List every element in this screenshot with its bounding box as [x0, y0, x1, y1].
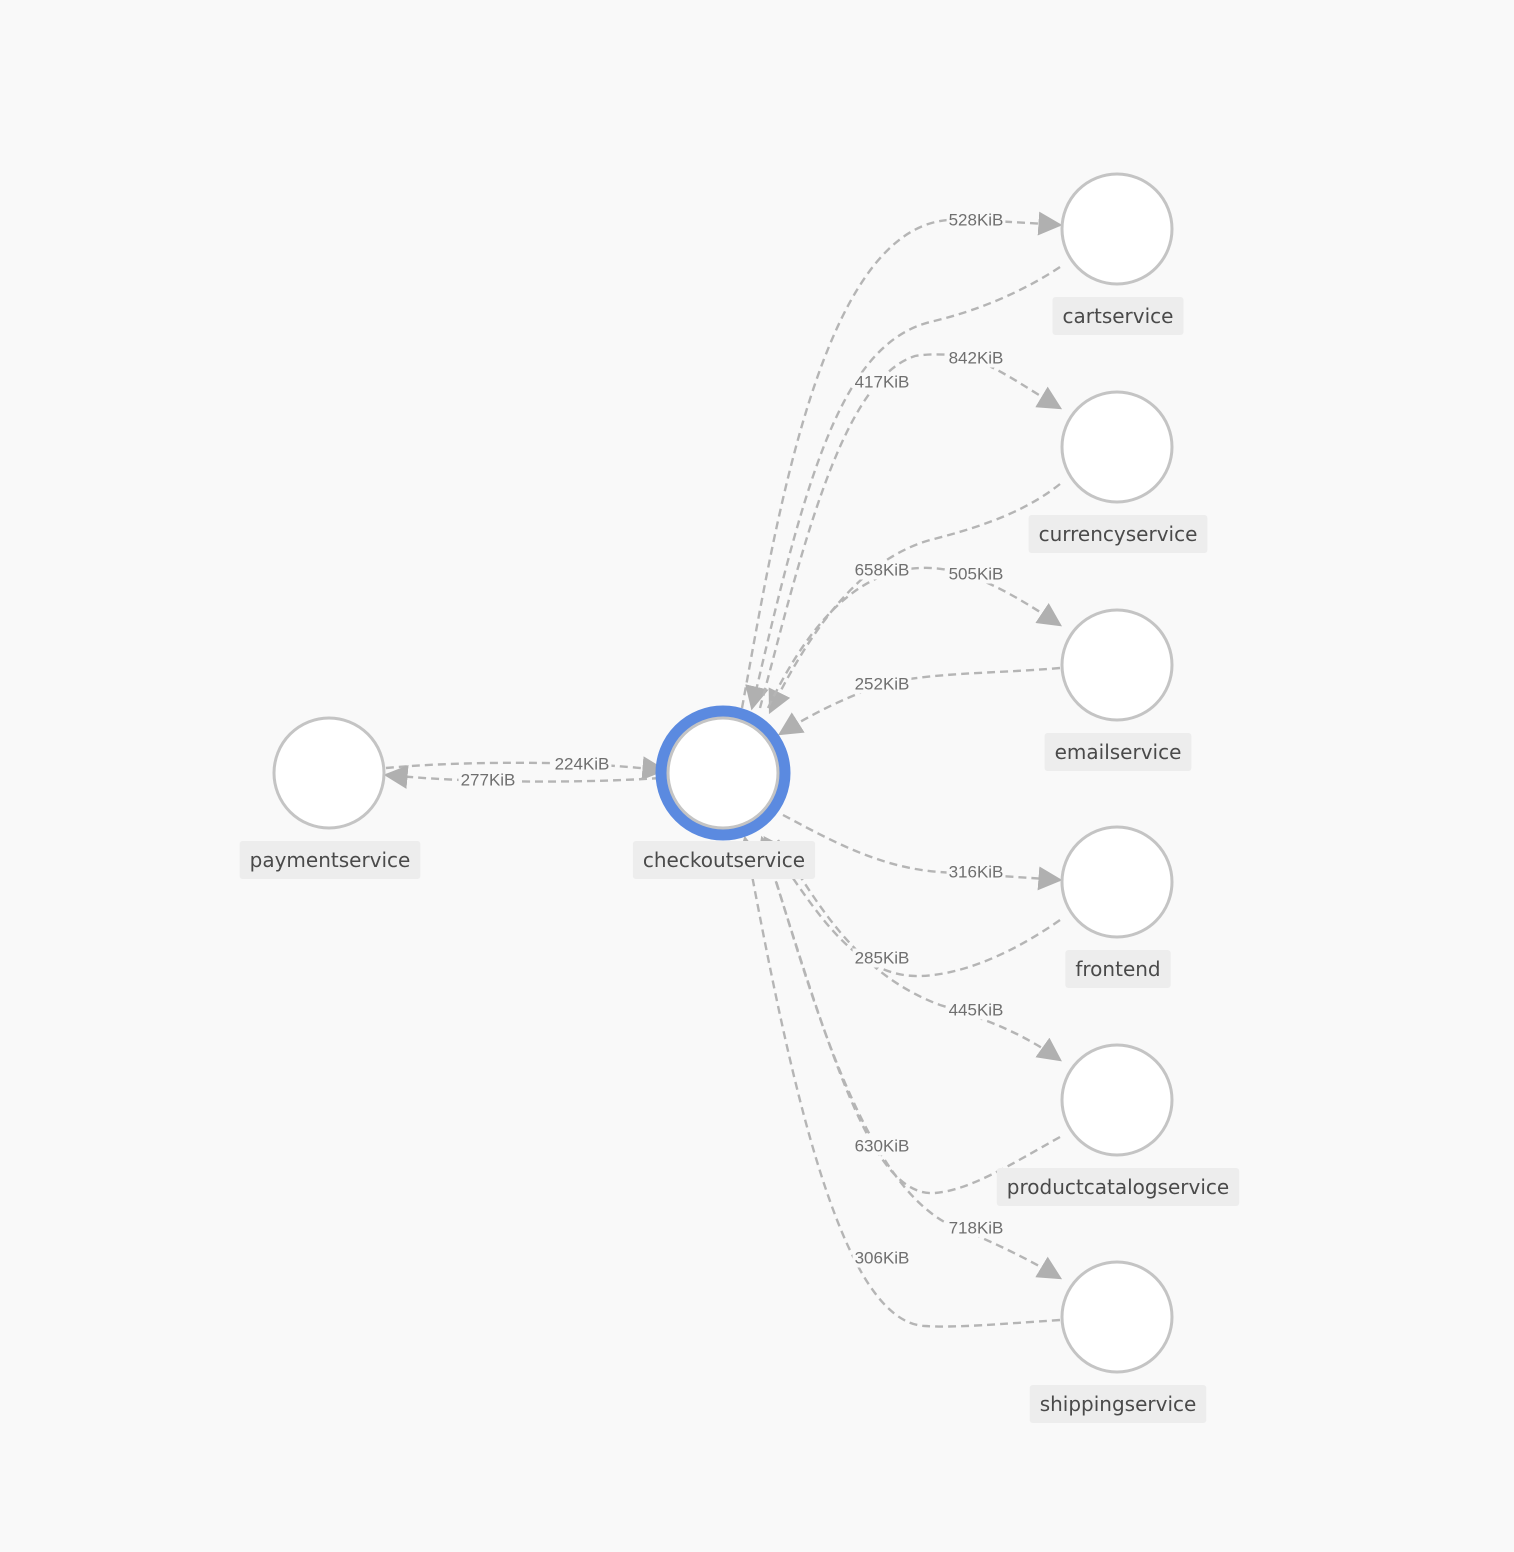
edge-label-group: 306KiB — [852, 1248, 912, 1268]
edge-label-background — [946, 1000, 1006, 1020]
edge-label-background — [946, 210, 1006, 230]
edge-label-group: 658KiB — [852, 560, 912, 580]
edge-label-group: 417KiB — [852, 372, 912, 392]
node-label: cartservice — [1063, 304, 1174, 328]
edge-label: 528KiB — [949, 211, 1004, 230]
edge-paymentservice-to-checkoutservice[interactable] — [385, 756, 667, 781]
node-label-background — [996, 1168, 1240, 1206]
node-circle[interactable] — [1060, 172, 1174, 286]
edge-label: 285KiB — [855, 949, 910, 968]
edge-checkoutservice-to-shippingservice[interactable] — [763, 844, 1063, 1280]
edge-label-background — [852, 674, 912, 694]
node-frontend[interactable]: frontend — [1060, 825, 1174, 988]
edge-label-background — [852, 372, 912, 392]
edge-label-background — [458, 770, 518, 790]
edge-label-background — [852, 948, 912, 968]
nodes-layer: paymentservice checkoutservice cartservice… — [239, 172, 1240, 1423]
edge-label-group: 528KiB — [946, 210, 1006, 230]
node-label: shippingservice — [1040, 1392, 1197, 1416]
node-currencyservice[interactable]: currencyservice — [1028, 390, 1208, 553]
edge-label-group: 505KiB — [946, 564, 1006, 584]
edge-label-background — [852, 1136, 912, 1156]
node-circle[interactable] — [1060, 1260, 1174, 1374]
edge-label-background — [946, 862, 1006, 882]
edge-frontend-to-checkoutservice[interactable] — [763, 836, 1061, 978]
node-circle[interactable] — [1060, 390, 1174, 504]
edge-shippingservice-to-checkoutservice[interactable] — [737, 835, 1061, 1328]
node-shippingservice[interactable]: shippingservice — [1029, 1260, 1207, 1423]
edge-label: 630KiB — [855, 1137, 910, 1156]
node-circle[interactable] — [1060, 825, 1174, 939]
node-label-background — [239, 841, 421, 879]
edge-label-group: 277KiB — [458, 770, 518, 790]
node-label-background — [632, 841, 816, 879]
node-label: frontend — [1075, 957, 1160, 981]
node-checkoutservice[interactable]: checkoutservice — [632, 705, 816, 879]
edge-label-background — [946, 348, 1006, 368]
edge-label-group: 718KiB — [946, 1218, 1006, 1238]
node-circle[interactable] — [1060, 608, 1174, 722]
node-label: paymentservice — [250, 848, 411, 872]
node-cartservice[interactable]: cartservice — [1052, 172, 1184, 335]
edge-emailservice-to-checkoutservice[interactable] — [777, 666, 1061, 736]
edge-label-background — [946, 564, 1006, 584]
edge-checkoutservice-to-paymentservice[interactable] — [383, 764, 661, 789]
edge-label: 505KiB — [949, 565, 1004, 584]
edge-label-background — [946, 1218, 1006, 1238]
node-emailservice[interactable]: emailservice — [1044, 608, 1192, 771]
node-circle[interactable] — [666, 716, 780, 830]
node-label-background — [1044, 733, 1192, 771]
node-label-background — [1065, 950, 1171, 988]
edge-label: 658KiB — [855, 561, 910, 580]
node-label: emailservice — [1055, 740, 1182, 764]
edge-currencyservice-to-checkoutservice[interactable] — [768, 483, 1061, 715]
edge-labels-layer: 528KiB 417KiB 842KiB 658KiB 505KiB 252KiB 316K… — [458, 210, 1006, 1268]
edge-checkoutservice-to-currencyservice[interactable] — [758, 353, 1063, 709]
edge-label-group: 630KiB — [852, 1136, 912, 1156]
edge-label: 417KiB — [855, 373, 910, 392]
edge-label-background — [552, 754, 612, 774]
edge-label: 224KiB — [555, 755, 610, 774]
node-productcatalogservice[interactable]: productcatalogservice — [996, 1043, 1240, 1206]
edge-label-background — [852, 1248, 912, 1268]
edge-label: 718KiB — [949, 1219, 1004, 1238]
edge-label: 306KiB — [855, 1249, 910, 1268]
node-label-background — [1028, 515, 1208, 553]
edge-label-group: 445KiB — [946, 1000, 1006, 1020]
edge-label: 445KiB — [949, 1001, 1004, 1020]
edge-checkoutservice-to-productcatalogservice[interactable] — [776, 839, 1062, 1062]
edge-label-group: 252KiB — [852, 674, 912, 694]
focus-ring — [655, 705, 791, 841]
edge-cartservice-to-checkoutservice[interactable] — [745, 265, 1061, 711]
edge-label-group: 842KiB — [946, 348, 1006, 368]
edge-label: 277KiB — [461, 771, 516, 790]
edge-label-group: 224KiB — [552, 754, 612, 774]
edge-label-background — [852, 560, 912, 580]
node-label: checkoutservice — [643, 848, 805, 872]
node-circle[interactable] — [272, 716, 386, 830]
node-circle[interactable] — [1060, 1043, 1174, 1157]
edge-label-group: 285KiB — [852, 948, 912, 968]
edge-label: 316KiB — [949, 863, 1004, 882]
node-label-background — [1052, 297, 1184, 335]
node-label: productcatalogservice — [1007, 1175, 1229, 1199]
edge-checkoutservice-to-emailservice[interactable] — [766, 566, 1062, 709]
edge-checkoutservice-to-frontend[interactable] — [782, 813, 1063, 891]
node-paymentservice[interactable]: paymentservice — [239, 716, 421, 879]
node-label-background — [1029, 1385, 1207, 1423]
edge-label: 842KiB — [949, 349, 1004, 368]
edge-label: 252KiB — [855, 675, 910, 694]
edge-label-group: 316KiB — [946, 862, 1006, 882]
node-label: currencyservice — [1039, 522, 1198, 546]
